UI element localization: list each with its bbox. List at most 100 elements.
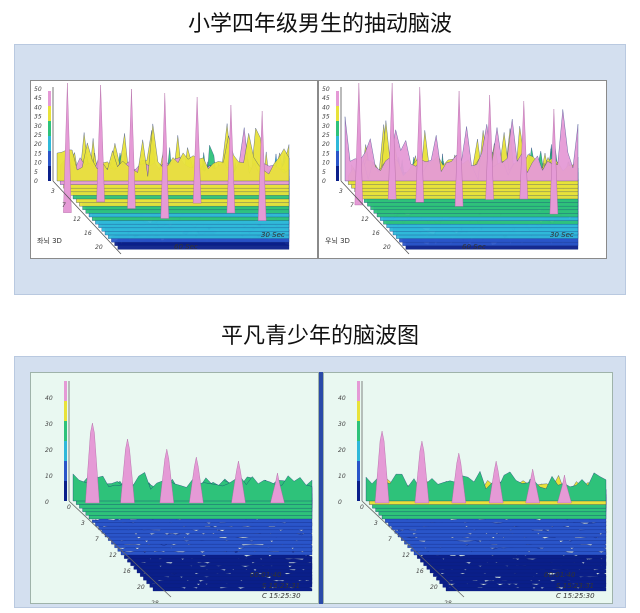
z-tick-label: 5 xyxy=(322,169,326,176)
time-label-30: 30 Sec xyxy=(261,231,285,239)
eeg-peak xyxy=(525,468,540,504)
z-tick-label: 35 xyxy=(322,114,330,121)
frequency-tick-label: 0 xyxy=(360,504,364,511)
eeg-peak xyxy=(374,430,390,504)
eeg-peak xyxy=(231,460,246,504)
z-color-scale-segment xyxy=(357,461,360,481)
frequency-axis-line xyxy=(68,500,172,598)
frequency-tick-label: 3 xyxy=(339,188,343,195)
frequency-tick-label: 12 xyxy=(109,552,117,559)
frequency-tick-label: 28 xyxy=(394,258,402,259)
z-color-scale-segment xyxy=(64,421,67,441)
z-tick-label: 10 xyxy=(45,473,53,480)
normal-teen-3d-plot-left: 40 30 20 10 0 0 3 7 12 16 20 28 00:01:40 S 15:23:31 C … xyxy=(45,381,313,604)
z-color-scale-segment xyxy=(48,166,51,181)
z-color-scale-segment xyxy=(64,481,67,501)
z-tick-label: 10 xyxy=(34,160,42,167)
z-tick-label: 20 xyxy=(45,447,53,454)
normal-teen-panel-left: 40 30 20 10 0 0 3 7 12 16 20 28 00:01:40 S 15:23:31 C … xyxy=(30,372,319,604)
eeg-peak xyxy=(85,422,100,504)
z-tick-label: 25 xyxy=(322,132,330,139)
chart-title-tic-boy: 小学四年级男生的抽动脑波 xyxy=(187,12,452,37)
z-color-scale-segment xyxy=(336,136,339,151)
frequency-tick-label: 20 xyxy=(430,584,438,591)
z-tick-label: 45 xyxy=(34,95,42,102)
z-tick-label: 0 xyxy=(322,178,326,185)
z-tick-label: 20 xyxy=(322,141,330,148)
z-tick-label: 0 xyxy=(34,178,38,185)
frequency-tick-label: 20 xyxy=(383,244,391,251)
frequency-tick-label: 12 xyxy=(361,216,369,223)
z-tick-label: 30 xyxy=(34,123,42,130)
panel-divider xyxy=(319,372,323,604)
normal-teen-3d-plot-right: 40 30 20 10 0 0 3 7 12 16 20 28 00:01:40 S 15:23:31 C … xyxy=(338,381,607,604)
current-time-stamp: C 15:25:30 xyxy=(556,592,595,600)
z-tick-label: 30 xyxy=(45,421,53,428)
z-color-scale-segment xyxy=(336,166,339,181)
frequency-tick-label: 16 xyxy=(84,230,92,237)
z-color-scale-segment xyxy=(64,401,67,421)
eeg-peak xyxy=(414,440,430,504)
eeg-spike xyxy=(226,104,236,214)
normal-teen-panel-right: 40 30 20 10 0 0 3 7 12 16 20 28 00:01:40 S 15:23:31 C … xyxy=(323,372,613,604)
eeg-spike xyxy=(485,94,494,200)
z-color-scale-segment xyxy=(64,441,67,461)
z-color-scale-segment xyxy=(48,91,51,106)
z-color-scale-segment xyxy=(336,91,339,106)
eeg-spike xyxy=(96,84,105,203)
z-color-scale-segment xyxy=(64,381,67,401)
frequency-tick-label: 16 xyxy=(372,230,380,237)
eeg-spike xyxy=(549,108,559,215)
z-color-scale-segment xyxy=(336,106,339,121)
eeg-spike xyxy=(160,92,170,219)
frequency-tick-label: 16 xyxy=(123,568,131,575)
z-color-scale-segment xyxy=(336,121,339,136)
panel-label: 우뇌 3D xyxy=(325,236,350,245)
z-color-scale-segment xyxy=(48,151,51,166)
eeg-spike xyxy=(192,96,202,204)
eeg-spike xyxy=(454,90,464,207)
time-label-60: 60 Sec xyxy=(174,243,198,251)
frequency-tick-label: 28 xyxy=(444,600,452,604)
eeg-peak xyxy=(189,456,204,504)
z-color-scale-segment xyxy=(48,136,51,151)
frequency-axis-line xyxy=(52,180,122,255)
z-tick-label: 20 xyxy=(34,141,42,148)
z-tick-label: 40 xyxy=(34,104,42,111)
eeg-peak xyxy=(557,474,572,504)
eeg-spike xyxy=(257,110,267,221)
eeg-spike xyxy=(519,100,529,200)
z-color-scale-segment xyxy=(336,151,339,166)
eeg-peak xyxy=(451,452,467,504)
z-tick-label: 0 xyxy=(338,499,342,506)
frequency-axis-line xyxy=(361,500,465,598)
elapsed-time-label: 00:01:40 xyxy=(250,571,282,579)
frequency-tick-label: 28 xyxy=(151,600,159,604)
z-color-scale-segment xyxy=(48,121,51,136)
eeg-peak xyxy=(488,460,504,504)
z-tick-label: 5 xyxy=(34,169,38,176)
z-tick-label: 15 xyxy=(322,150,330,157)
z-tick-label: 35 xyxy=(34,114,42,121)
z-tick-label: 45 xyxy=(322,95,330,102)
frequency-tick-label: 16 xyxy=(416,568,424,575)
frequency-tick-label: 3 xyxy=(51,188,55,195)
z-tick-label: 40 xyxy=(45,395,53,402)
z-tick-label: 30 xyxy=(322,123,330,130)
eeg-spike xyxy=(63,82,72,213)
frequency-tick-label: 3 xyxy=(374,520,378,527)
z-color-scale-segment xyxy=(357,441,360,461)
z-tick-label: 40 xyxy=(322,104,330,111)
chart-title-normal-teen: 平凡青少年的脑波图 xyxy=(220,324,419,349)
z-tick-label: 50 xyxy=(322,86,330,93)
current-time-stamp: C 15:25:30 xyxy=(262,592,301,600)
frequency-tick-label: 12 xyxy=(402,552,410,559)
time-label-60: 60 Sec xyxy=(462,243,486,251)
z-tick-label: 0 xyxy=(45,499,49,506)
z-tick-label: 50 xyxy=(34,86,42,93)
z-color-scale-segment xyxy=(357,421,360,441)
eeg-peak xyxy=(270,472,285,504)
eeg-peak xyxy=(159,448,175,504)
